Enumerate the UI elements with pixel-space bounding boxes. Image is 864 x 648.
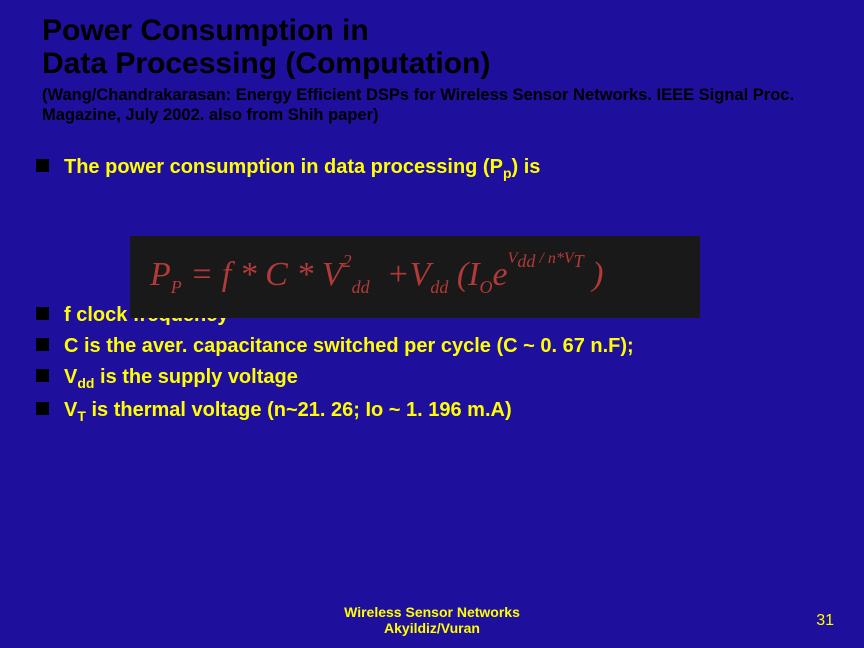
page-number: 31 <box>816 612 834 630</box>
slide-title: Power Consumption in Data Processing (Co… <box>42 14 834 80</box>
slide: Power Consumption in Data Processing (Co… <box>0 0 864 648</box>
title-line-1: Power Consumption in <box>42 14 369 47</box>
bullet-5-pre: V <box>64 399 77 421</box>
bullet-1-sub: p <box>503 165 512 181</box>
footer-line-1: Wireless Sensor Networks <box>344 604 520 620</box>
bullet-4-post: is the supply voltage <box>94 366 297 388</box>
formula-rendered: PP = f * C * V2dd +Vdd (IOeVdd / n*VT ) <box>150 256 603 298</box>
bullet-item-4: Vdd is the supply voltage <box>30 364 834 393</box>
bullet-item-3: C is the aver. capacitance switched per … <box>30 333 834 360</box>
footer: Wireless Sensor Networks Akyildiz/Vuran <box>0 604 864 636</box>
bullet-item-1: The power consumption in data processing… <box>30 154 834 183</box>
title-line-2: Data Processing (Computation) <box>42 47 490 80</box>
bullet-4-sub: dd <box>77 375 94 391</box>
bullet-1-pre: The power consumption in data processing… <box>64 156 503 178</box>
bullet-4-pre: V <box>64 366 77 388</box>
bullet-item-5: VT is thermal voltage (n~21. 26; Io ~ 1.… <box>30 397 834 426</box>
bullet-5-sub: T <box>77 408 86 424</box>
bullet-5-post: is thermal voltage (n~21. 26; Io ~ 1. 19… <box>86 399 512 421</box>
footer-line-2: Akyildiz/Vuran <box>384 620 480 636</box>
formula-image: PP = f * C * V2dd +Vdd (IOeVdd / n*VT ) <box>130 236 700 318</box>
bullet-1-post: ) is <box>512 156 541 178</box>
citation-text: (Wang/Chandrakarasan: Energy Efficient D… <box>42 86 822 126</box>
